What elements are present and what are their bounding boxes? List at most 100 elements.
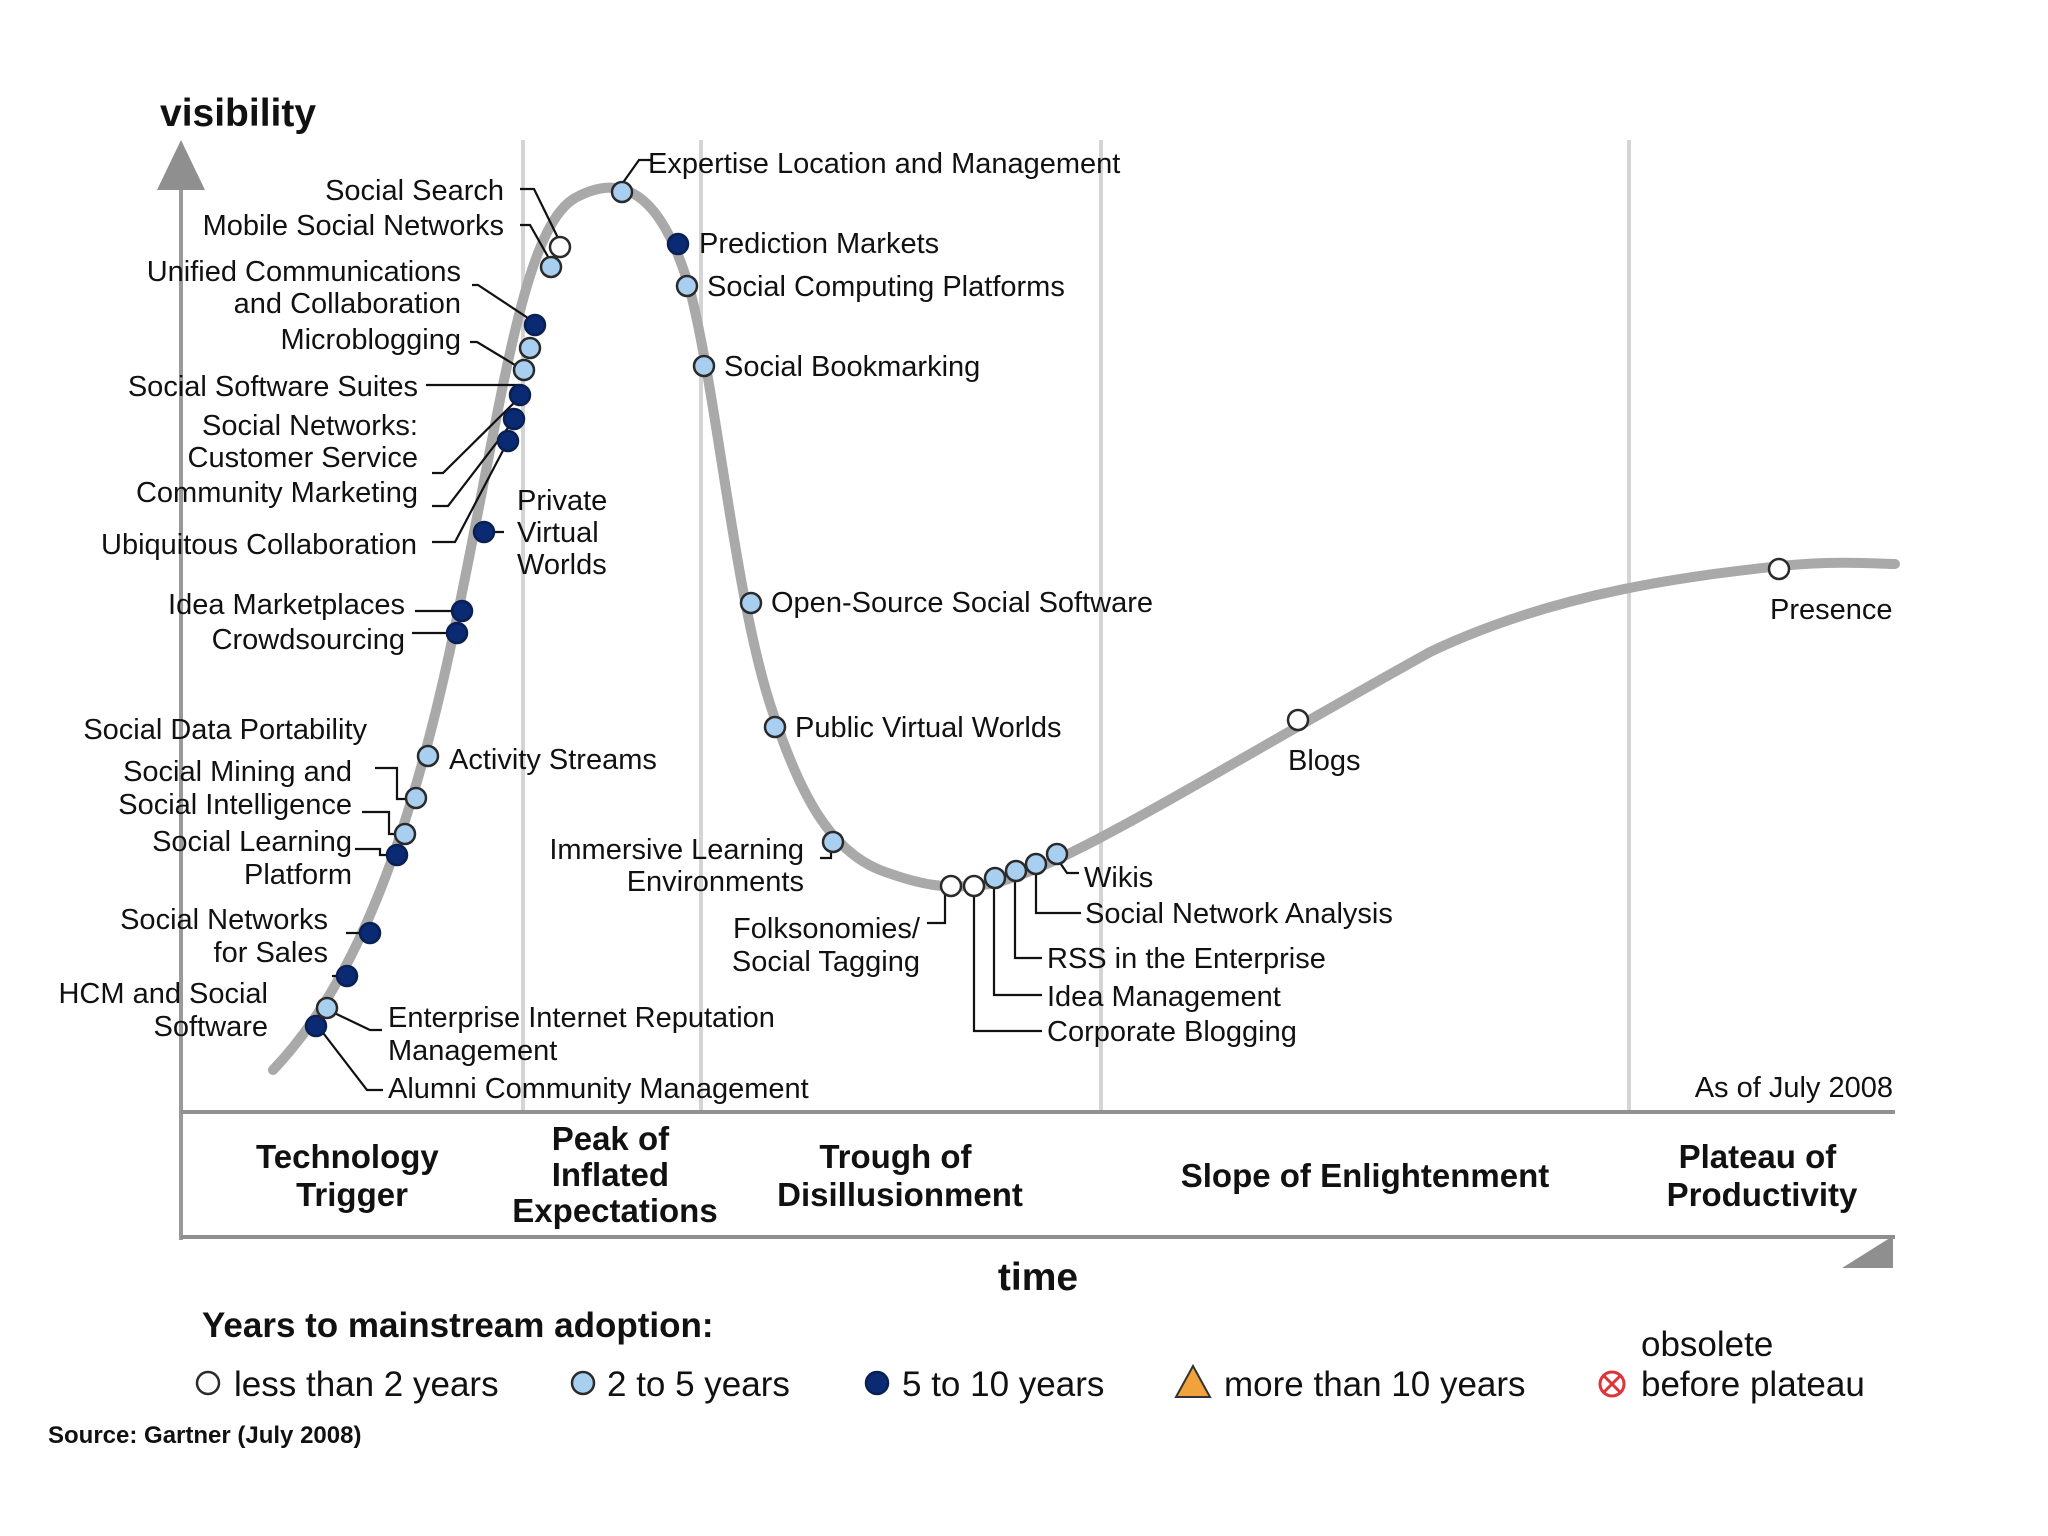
legend: Years to mainstream adoption: less than … — [195, 1306, 1865, 1404]
tech-label: HCM and Social Software — [58, 978, 268, 1043]
tech-label: Social Networks: Customer Service — [188, 410, 418, 474]
tech-label: Social Mining and Social Intelligence — [118, 756, 352, 821]
phase-dividers — [521, 140, 1631, 1112]
tech-label: Idea Management — [1047, 981, 1281, 1013]
tech-label: RSS in the Enterprise — [1047, 943, 1326, 975]
tech-marker — [404, 786, 428, 810]
tech-marker — [692, 354, 716, 378]
tech-label: Social Learning Platform — [152, 826, 352, 891]
leader-line — [520, 223, 552, 263]
tech-label: Immersive Learning Environments — [549, 834, 804, 898]
y-axis-arrow — [157, 140, 205, 190]
tech-label: Folksonomies/Social Tagging — [732, 913, 921, 978]
source-note: Source: Gartner (July 2008) — [48, 1422, 361, 1449]
phase-label-technology-trigger: Technology Trigger — [256, 1138, 448, 1213]
legend-label-gt10: more than 10 years — [1224, 1365, 1526, 1404]
tech-marker — [508, 383, 532, 407]
tech-marker — [675, 274, 699, 298]
tech-label: Activity Streams — [449, 744, 657, 776]
tech-label: Social Search — [325, 175, 504, 207]
leader-line — [470, 340, 526, 372]
as-of-label: As of July 2008 — [1695, 1072, 1893, 1104]
legend-label-lt2: less than 2 years — [234, 1365, 499, 1404]
tech-label: Social Networks for Sales — [120, 904, 328, 969]
tech-label: Social Software Suites — [128, 371, 418, 403]
tech-label: Expertise Location and Management — [648, 148, 1120, 180]
tech-label: Social Data Portability — [83, 714, 367, 746]
legend-label-2to5: 2 to 5 years — [607, 1365, 790, 1404]
leader-line — [972, 886, 1042, 1033]
leader-line — [432, 394, 523, 475]
tech-marker — [1767, 557, 1791, 581]
phase-label-slope: Slope of Enlightenment — [1181, 1157, 1550, 1194]
tech-marker — [1004, 859, 1028, 883]
tech-marker — [821, 830, 845, 854]
tech-label: Idea Marketplaces — [168, 589, 405, 621]
tech-label: Blogs — [1288, 745, 1361, 777]
tech-marker — [962, 874, 986, 898]
tech-marker — [335, 964, 359, 988]
legend-label-obsolete: obsolete before plateau — [1641, 1325, 1865, 1404]
phase-label-peak: Peak of Inflated Expectations — [512, 1120, 717, 1229]
tech-label: Private Virtual Worlds — [517, 485, 607, 581]
tech-label: Crowdsourcing — [212, 624, 405, 656]
leader-line — [621, 158, 652, 185]
tech-label: Social Computing Platforms — [707, 271, 1065, 303]
leader-line — [472, 283, 535, 323]
phase-label-trough: Trough of Disillusionment — [777, 1138, 1023, 1213]
tech-marker — [315, 996, 339, 1020]
tech-marker — [523, 313, 547, 337]
tech-marker — [393, 822, 417, 846]
tech-label: Wikis — [1084, 862, 1153, 894]
tech-label: Unified Communications and Collaboration — [147, 256, 461, 320]
tech-marker — [358, 921, 382, 945]
tech-marker — [1286, 708, 1310, 732]
tech-marker — [666, 232, 690, 256]
hype-curve — [268, 182, 1900, 1075]
tech-marker — [416, 744, 440, 768]
leader-line — [316, 1024, 383, 1092]
tech-label: Social Network Analysis — [1085, 898, 1393, 930]
tech-marker — [445, 621, 469, 645]
tech-marker — [610, 180, 634, 204]
tech-marker — [1024, 852, 1048, 876]
tech-marker — [502, 407, 526, 431]
tech-label: Ubiquitous Collaboration — [101, 529, 417, 561]
legend-marker-obsolete — [1598, 1370, 1626, 1398]
tech-marker — [548, 235, 572, 259]
legend-label-5to10: 5 to 10 years — [902, 1365, 1104, 1404]
tech-label: Community Marketing — [136, 477, 418, 509]
leader-line — [520, 187, 561, 243]
tech-marker — [385, 843, 409, 867]
tech-label: Prediction Markets — [699, 228, 939, 260]
tech-marker — [939, 874, 963, 898]
tech-marker — [304, 1014, 328, 1038]
technology-markers — [304, 180, 1791, 1038]
leader-line — [1013, 872, 1042, 960]
tech-label: Alumni Community Management — [388, 1073, 809, 1105]
tech-label: Enterprise Internet Reputation Management — [388, 1002, 775, 1067]
tech-marker — [739, 591, 763, 615]
technology-labels: Alumni Community Management Enterprise I… — [58, 148, 1892, 1105]
legend-title: Years to mainstream adoption: — [202, 1306, 714, 1345]
tech-marker — [472, 520, 496, 544]
tech-label: Corporate Blogging — [1047, 1016, 1297, 1048]
tech-label: Open-Source Social Software — [771, 587, 1153, 619]
tech-marker — [1045, 842, 1069, 866]
legend-marker-2to5 — [570, 1370, 596, 1396]
x-axis-label: time — [998, 1256, 1078, 1299]
y-axis-label: visibility — [160, 92, 316, 135]
leader-line — [325, 1008, 382, 1032]
tech-marker — [496, 429, 520, 453]
leader-line — [432, 440, 509, 544]
legend-marker-gt10 — [1174, 1363, 1212, 1398]
tech-marker — [518, 336, 542, 360]
leader-line — [1034, 865, 1081, 915]
tech-label: Mobile Social Networks — [203, 210, 504, 242]
x-axis-arrow — [1842, 1236, 1893, 1268]
leader-line — [992, 877, 1042, 997]
tech-marker — [539, 255, 563, 279]
legend-marker-lt2 — [195, 1370, 221, 1396]
leader-line — [432, 419, 515, 508]
